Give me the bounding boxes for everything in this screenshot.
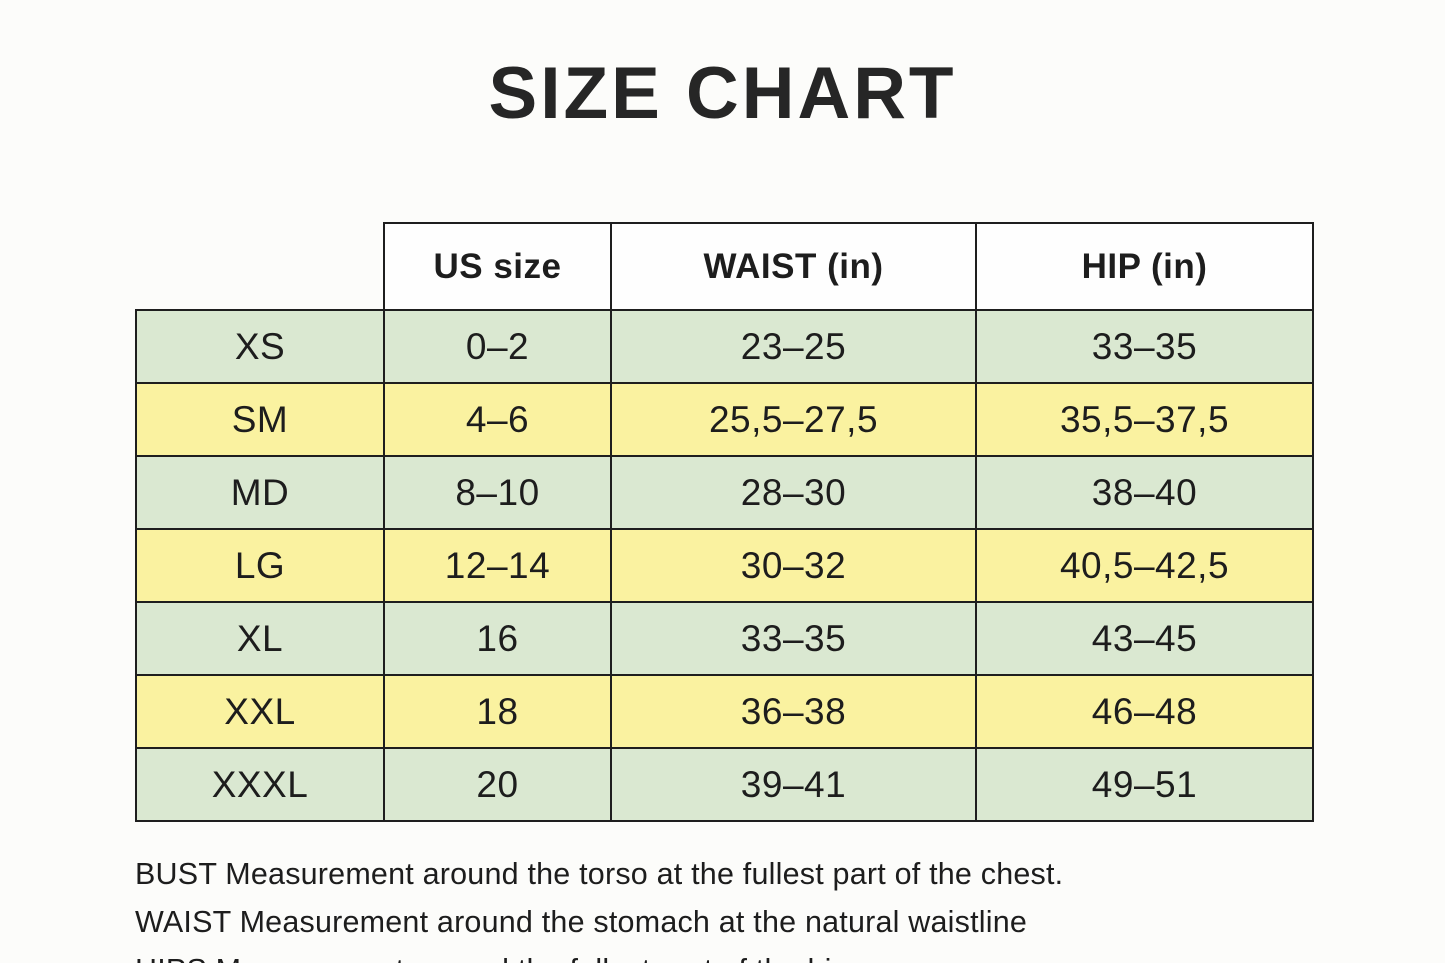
table-row: XXXL 20 39–41 49–51 (135, 747, 1314, 822)
measurement-notes: BUST Measurement around the torso at the… (135, 850, 1335, 963)
size-cell: SM (135, 382, 385, 457)
us-size-cell: 8–10 (383, 455, 612, 530)
hip-cell: 49–51 (975, 747, 1314, 822)
table-row: SM 4–6 25,5–27,5 35,5–37,5 (135, 382, 1314, 457)
table-row: LG 12–14 30–32 40,5–42,5 (135, 528, 1314, 603)
hip-cell: 35,5–37,5 (975, 382, 1314, 457)
table-row: XS 0–2 23–25 33–35 (135, 309, 1314, 384)
us-size-cell: 18 (383, 674, 612, 749)
size-chart-page: SIZE CHART US size WAIST (in) HIP (in) X… (0, 52, 1445, 963)
size-chart-table: US size WAIST (in) HIP (in) XS 0–2 23–25… (135, 222, 1314, 822)
hip-cell: 38–40 (975, 455, 1314, 530)
us-size-cell: 16 (383, 601, 612, 676)
page-title: SIZE CHART (488, 53, 957, 134)
us-size-cell: 12–14 (383, 528, 612, 603)
waist-cell: 30–32 (610, 528, 977, 603)
header-waist: WAIST (in) (610, 222, 977, 311)
size-cell: MD (135, 455, 385, 530)
waist-cell: 25,5–27,5 (610, 382, 977, 457)
hip-cell: 46–48 (975, 674, 1314, 749)
size-cell: LG (135, 528, 385, 603)
hip-cell: 43–45 (975, 601, 1314, 676)
waist-cell: 28–30 (610, 455, 977, 530)
hip-cell: 40,5–42,5 (975, 528, 1314, 603)
header-hip: HIP (in) (975, 222, 1314, 311)
size-cell: XXL (135, 674, 385, 749)
us-size-cell: 0–2 (383, 309, 612, 384)
header-blank-cell (136, 223, 384, 310)
waist-cell: 36–38 (610, 674, 977, 749)
waist-cell: 39–41 (610, 747, 977, 822)
header-us-size: US size (383, 222, 612, 311)
note-bust: BUST Measurement around the torso at the… (135, 857, 1064, 891)
size-cell: XXXL (135, 747, 385, 822)
note-hips: HIPS Measurement around the fullest part… (135, 946, 1335, 963)
us-size-cell: 4–6 (383, 382, 612, 457)
table-row: MD 8–10 28–30 38–40 (135, 455, 1314, 530)
hip-cell: 33–35 (975, 309, 1314, 384)
size-cell: XS (135, 309, 385, 384)
note-waist: WAIST Measurement around the stomach at … (135, 905, 1028, 939)
table-row: XXL 18 36–38 46–48 (135, 674, 1314, 749)
table-row: XL 16 33–35 43–45 (135, 601, 1314, 676)
us-size-cell: 20 (383, 747, 612, 822)
waist-cell: 23–25 (610, 309, 977, 384)
size-cell: XL (135, 601, 385, 676)
header-row: US size WAIST (in) HIP (in) (136, 222, 1314, 311)
waist-cell: 33–35 (610, 601, 977, 676)
